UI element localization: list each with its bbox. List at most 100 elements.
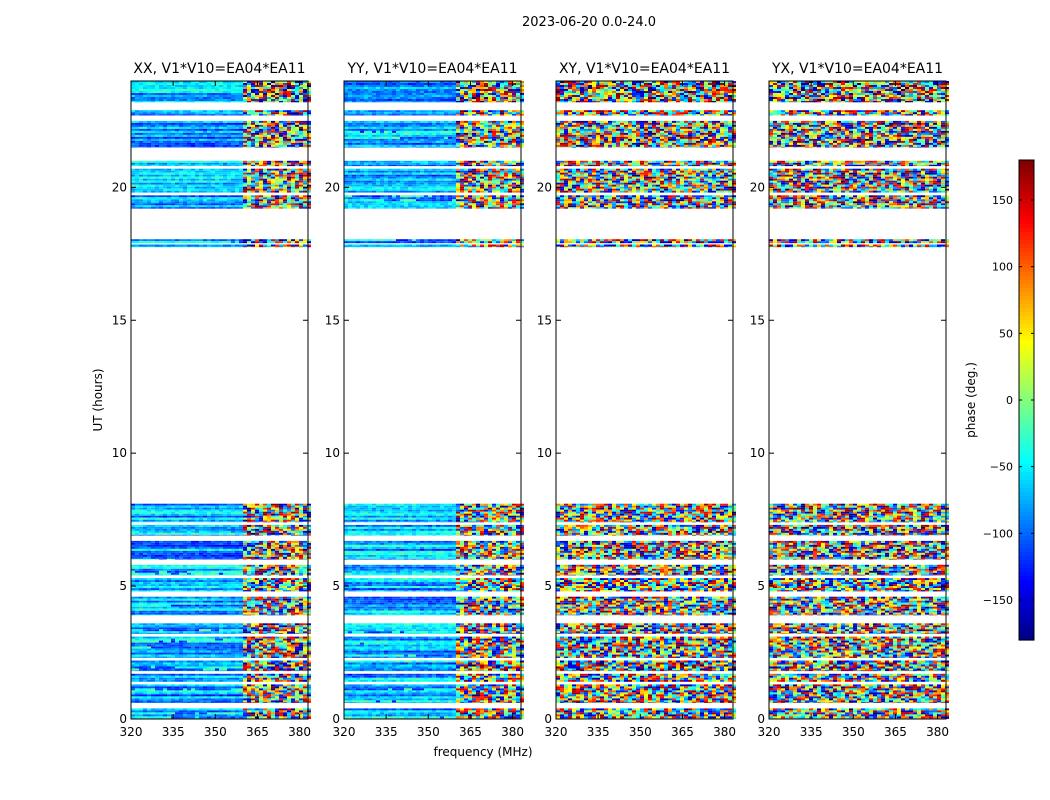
- heatmap-cell: [227, 673, 231, 676]
- heatmap-cell: [243, 178, 247, 181]
- heatmap-cell: [135, 636, 139, 639]
- heatmap-cell: [147, 513, 151, 516]
- heatmap-cell: [307, 197, 311, 200]
- heatmap-cell: [275, 656, 279, 658]
- heatmap-cell: [251, 554, 255, 557]
- heatmap-cell: [175, 633, 179, 634]
- heatmap-cell: [147, 168, 151, 171]
- heatmap-cell: [131, 170, 135, 173]
- heatmap-cell: [207, 692, 211, 695]
- heatmap-cell: [283, 650, 287, 653]
- heatmap-cell: [279, 668, 283, 671]
- heatmap-cell: [215, 534, 219, 536]
- heatmap-cell: [187, 714, 191, 717]
- heatmap-cell: [307, 600, 311, 603]
- heatmap-cell: [283, 590, 287, 592]
- heatmap-cell: [235, 519, 239, 522]
- heatmap-cell: [271, 608, 275, 611]
- heatmap-cell: [291, 627, 295, 630]
- heatmap-cell: [167, 598, 171, 601]
- heatmap-cell: [219, 246, 223, 248]
- heatmap-cell: [219, 195, 223, 198]
- heatmap-cell: [243, 203, 247, 206]
- heatmap-cell: [203, 586, 207, 589]
- heatmap-cell: [299, 700, 303, 703]
- heatmap-cell: [139, 534, 143, 536]
- heatmap-cell: [199, 614, 203, 616]
- heatmap-cell: [183, 528, 187, 531]
- heatmap-cell: [191, 696, 195, 699]
- heatmap-cell: [155, 572, 159, 575]
- heatmap-cell: [267, 584, 271, 587]
- heatmap-cell: [279, 702, 283, 703]
- heatmap-cell: [183, 631, 187, 634]
- heatmap-cell: [211, 521, 215, 523]
- heatmap-cell: [171, 588, 175, 591]
- heatmap-cell: [267, 662, 271, 665]
- heatmap-cell: [195, 578, 199, 581]
- heatmap-cell: [139, 696, 143, 699]
- heatmap-cell: [151, 654, 155, 657]
- heatmap-cell: [183, 548, 187, 551]
- heatmap-cell: [147, 590, 151, 592]
- heatmap-cell: [215, 195, 219, 198]
- heatmap-cell: [135, 170, 139, 173]
- heatmap-cell: [187, 590, 191, 592]
- heatmap-cell: [167, 178, 171, 181]
- heatmap-cell: [231, 170, 235, 173]
- heatmap-cell: [135, 586, 139, 589]
- heatmap-cell: [267, 542, 271, 545]
- heatmap-cell: [187, 654, 191, 657]
- heatmap-cell: [215, 638, 219, 641]
- heatmap-cell: [275, 598, 279, 601]
- heatmap-cell: [175, 650, 179, 653]
- heatmap-cell: [143, 542, 147, 545]
- heatmap-cell: [171, 652, 175, 655]
- heatmap-cell: [307, 638, 311, 641]
- heatmap-cell: [147, 660, 151, 663]
- heatmap-cell: [215, 207, 219, 209]
- heatmap-cell: [155, 519, 159, 522]
- heatmap-cell: [215, 668, 219, 671]
- heatmap-cell: [203, 625, 207, 628]
- heatmap-cell: [147, 644, 151, 647]
- heatmap-cell: [175, 205, 179, 208]
- heatmap-cell: [259, 552, 263, 555]
- heatmap-cell: [171, 625, 175, 628]
- heatmap-cell: [167, 542, 171, 545]
- heatmap-cell: [291, 664, 295, 667]
- heatmap-cell: [239, 662, 243, 665]
- heatmap-cell: [191, 574, 195, 576]
- heatmap-cell: [287, 530, 291, 533]
- heatmap-cell: [283, 610, 287, 613]
- heatmap-cell: [283, 505, 287, 508]
- heatmap-cell: [207, 625, 211, 628]
- heatmap-cell: [251, 521, 255, 523]
- heatmap-cell: [259, 205, 263, 208]
- heatmap-cell: [239, 580, 243, 583]
- heatmap-cell: [203, 239, 207, 242]
- heatmap-cell: [223, 534, 227, 536]
- heatmap-cell: [147, 696, 151, 699]
- heatmap-cell: [307, 675, 311, 678]
- heatmap-cell: [187, 596, 191, 599]
- heatmap-cell: [271, 178, 275, 181]
- heatmap-cell: [191, 511, 195, 514]
- heatmap-cell: [295, 513, 299, 516]
- heatmap-cell: [159, 631, 163, 634]
- heatmap-cell: [183, 686, 187, 689]
- heatmap-cell: [295, 515, 299, 518]
- heatmap-cell: [295, 197, 299, 200]
- heatmap-cell: [271, 170, 275, 173]
- heatmap-cell: [255, 614, 259, 616]
- heatmap-cell: [203, 574, 207, 576]
- heatmap-cell: [227, 692, 231, 695]
- heatmap-cell: [191, 176, 195, 179]
- heatmap-cell: [215, 590, 219, 592]
- heatmap-cell: [167, 544, 171, 547]
- heatmap-cell: [147, 519, 151, 522]
- heatmap-cell: [231, 668, 235, 671]
- heatmap-cell: [195, 610, 199, 613]
- heatmap-cell: [139, 640, 143, 643]
- heatmap-cell: [287, 241, 291, 244]
